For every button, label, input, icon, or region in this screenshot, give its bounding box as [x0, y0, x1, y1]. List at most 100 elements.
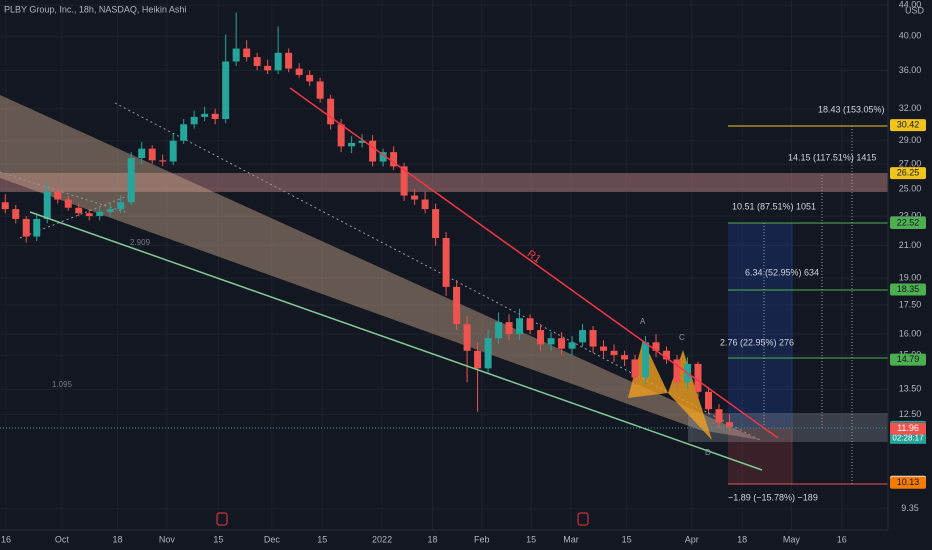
price-tag	[890, 353, 926, 366]
y-tick-label: 27.00	[899, 158, 922, 168]
y-tick-label: 13.50	[899, 384, 922, 394]
y-tick-label: 25.00	[899, 183, 922, 193]
trendline-label: R1	[525, 248, 543, 266]
earnings-icon[interactable]	[577, 512, 589, 526]
candle-body	[390, 152, 398, 167]
trendline-r1	[289, 87, 779, 439]
x-tick-label: Dec	[264, 534, 281, 544]
candle-body	[96, 211, 104, 217]
y-tick-label: 12.50	[899, 409, 922, 419]
price-axis	[888, 0, 932, 550]
candle-body	[33, 218, 41, 237]
candle-body	[463, 324, 471, 351]
candle-body	[379, 152, 387, 162]
price-tag-label: 11.96	[897, 423, 919, 433]
candle-body	[705, 391, 713, 410]
candle-body	[190, 116, 198, 125]
x-tick-label: 15	[622, 534, 632, 544]
candle-body	[54, 191, 62, 200]
candle-body	[579, 330, 587, 343]
candle-body	[495, 322, 503, 339]
candle-body	[411, 195, 419, 200]
candle-body	[642, 342, 650, 378]
candle-body	[106, 209, 114, 212]
candle-body	[64, 199, 72, 208]
x-tick-label: 16	[1, 534, 11, 544]
candle-body	[211, 113, 219, 120]
pattern-label: 2.909	[130, 238, 151, 247]
currency: USD	[905, 5, 925, 15]
y-tick-label: 40.00	[899, 31, 922, 41]
measure-label: 18.43 (153.05%) 1843	[818, 104, 907, 114]
x-tick-label: May	[783, 534, 801, 544]
measure-label: 14.15 (117.51%) 1415	[788, 152, 876, 162]
candle-body	[12, 209, 20, 219]
grid	[0, 0, 888, 530]
y-tick-label: 32.00	[899, 103, 922, 113]
candle-body	[694, 363, 702, 392]
candle-body	[589, 330, 597, 347]
candle-body	[537, 330, 545, 345]
x-tick-label: 15	[526, 534, 536, 544]
candle-body	[85, 213, 93, 217]
price-tag-label: 14.79	[897, 354, 920, 364]
candle-body	[306, 74, 314, 82]
price-tag-label: 30.42	[897, 120, 920, 130]
x-tick-label: 18	[427, 534, 437, 544]
candle-body	[726, 422, 734, 427]
y-tick-label: 36.00	[899, 65, 922, 75]
price-tag-label: 18.35	[897, 284, 920, 294]
x-tick-label: Apr	[685, 534, 699, 544]
price-tag	[890, 119, 926, 132]
candle-body	[295, 68, 303, 75]
x-tick-label: 16	[837, 534, 847, 544]
candle-body	[337, 124, 345, 147]
x-tick-label: 15	[213, 534, 223, 544]
candle-body	[547, 338, 555, 345]
candle-body	[222, 61, 230, 120]
candle-body	[369, 140, 377, 162]
measure-label: −1.89 (−15.78%) −189	[728, 492, 818, 502]
chart-title: PLBY Group, Inc., 18h, NASDAQ, Heikin As…	[4, 4, 186, 14]
price-tag	[890, 167, 926, 180]
candle-body	[715, 409, 723, 423]
pattern-label: 1.095	[52, 380, 73, 389]
measure-label: 10.51 (87.51%) 1051	[732, 201, 816, 211]
candle-body	[610, 350, 618, 356]
candle-body	[159, 160, 167, 162]
earnings-icon[interactable]	[216, 512, 228, 526]
price-tag-label: 22.52	[897, 217, 920, 227]
candle-body	[631, 359, 639, 378]
candle-body	[1, 202, 9, 210]
y-tick-label: 16.00	[899, 328, 922, 338]
candle-body	[453, 286, 461, 325]
measure-label: 2.76 (22.95%) 276	[720, 337, 794, 347]
pattern-label: A	[640, 317, 646, 326]
candle-body	[474, 350, 482, 369]
candle-body	[274, 52, 282, 71]
candle-body	[348, 142, 356, 147]
x-tick-label: 2022	[372, 534, 392, 544]
pattern-label: D	[705, 448, 711, 457]
countdown-tag	[890, 432, 926, 444]
candle-body	[201, 113, 209, 117]
target-zone	[728, 223, 793, 428]
candle-body	[127, 157, 135, 203]
candle-body	[327, 98, 335, 125]
candle-body	[138, 148, 146, 158]
candle-body	[117, 202, 125, 210]
x-tick-label: Mar	[563, 534, 579, 544]
candle-body	[673, 359, 681, 383]
candle-body	[663, 350, 671, 360]
candle-body	[285, 52, 293, 69]
price-tag	[890, 476, 926, 489]
candle-body	[568, 342, 576, 349]
x-tick-label: Nov	[159, 534, 176, 544]
candle-body	[75, 207, 83, 214]
candle-body	[180, 124, 188, 141]
y-tick-label: 9.35	[901, 503, 919, 513]
price-tag	[890, 216, 926, 229]
